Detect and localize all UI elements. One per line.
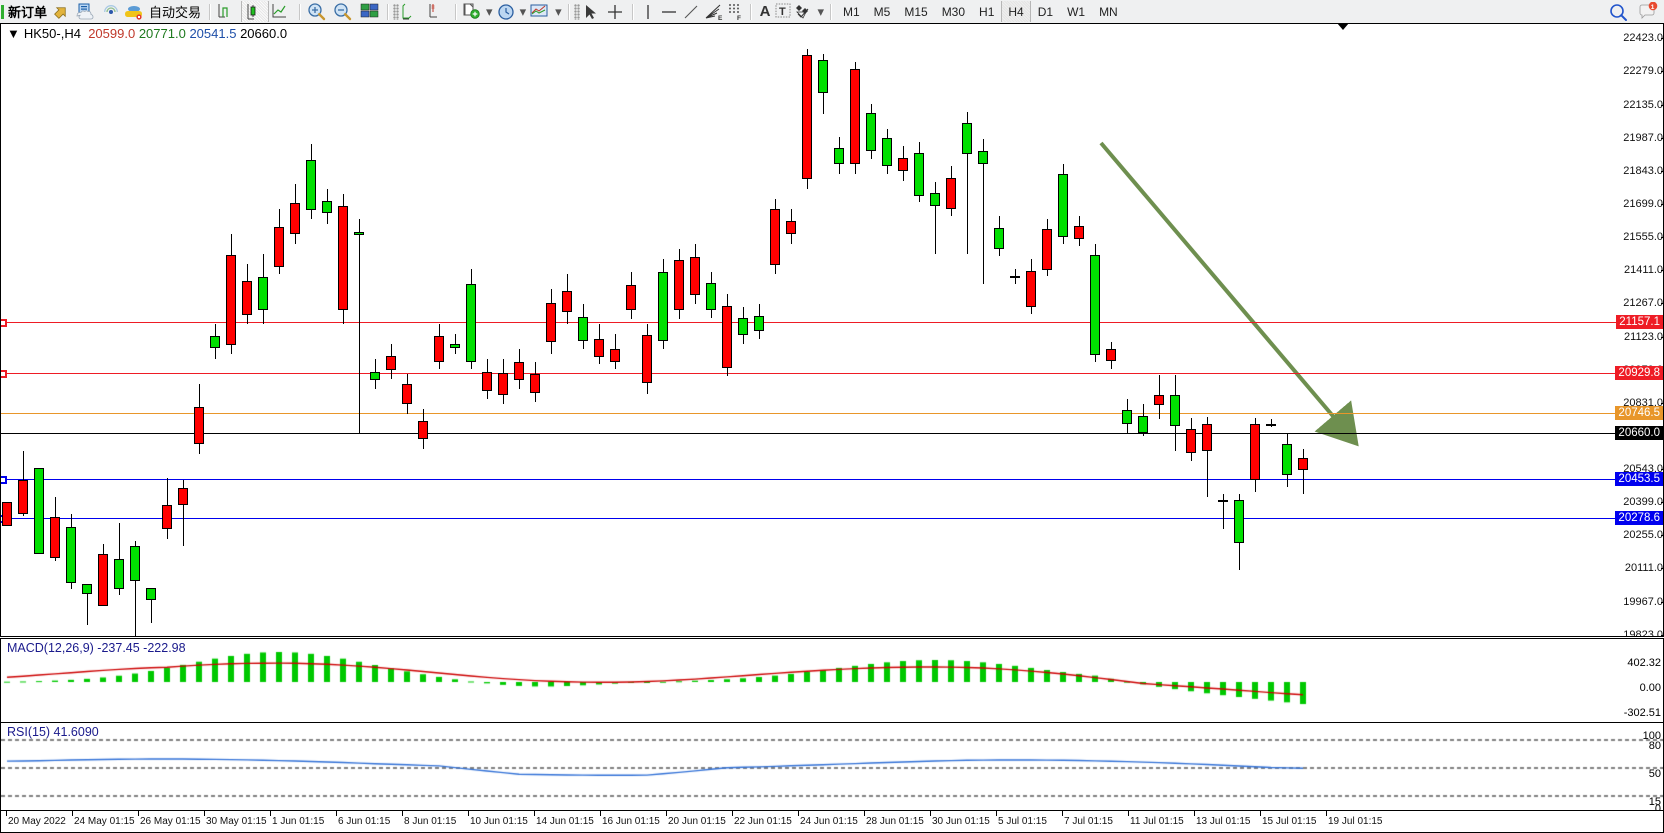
svg-text:F: F — [737, 15, 741, 22]
svg-text:T: T — [779, 6, 786, 18]
svg-text:E: E — [718, 15, 723, 22]
svg-text:1: 1 — [1651, 4, 1655, 11]
